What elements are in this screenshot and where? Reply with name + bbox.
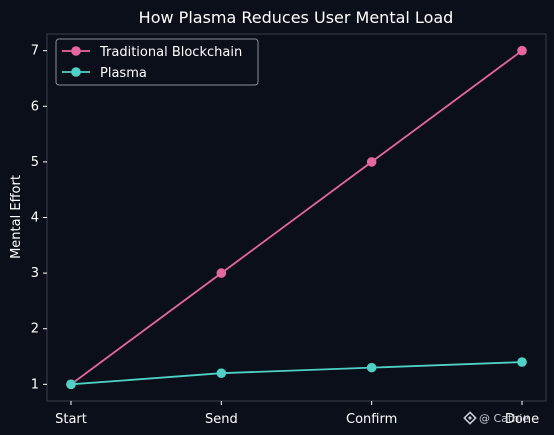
legend-label: Plasma [100,66,147,81]
y-axis: 1 2 3 4 5 6 7 [31,44,47,392]
watermark: @ Cathie [463,411,529,425]
legend-label: Traditional Blockchain [99,45,242,60]
legend-entry: Plasma [62,66,147,81]
y-tick-label: 5 [31,155,39,170]
y-tick-label: 1 [31,377,39,392]
chart-title: How Plasma Reduces User Mental Load [139,8,454,27]
data-point [366,157,377,167]
legend-marker [71,67,81,77]
legend-entry: Traditional Blockchain [62,45,242,60]
legend-box [55,38,259,86]
series-line [70,49,523,386]
x-tick-label: Done [505,412,539,427]
y-axis-label: Mental Effort [9,175,24,259]
data-point [216,268,227,278]
series-layer [66,45,527,390]
data-point [517,45,527,56]
y-tick-label: 7 [31,44,39,59]
x-tick-label: Confirm [346,412,397,427]
x-tick-label: Start [55,412,87,427]
legend: Traditional Blockchain Plasma [55,38,259,86]
watermark-text: @ Cathie [479,412,529,425]
x-tick-label: Send [205,412,238,427]
y-tick-label: 6 [31,99,39,114]
data-point [216,368,227,378]
data-point [66,379,76,390]
x-axis: Start Send Confirm Done [55,401,539,427]
data-point [366,362,377,373]
series-line [70,361,523,386]
y-tick-label: 3 [31,266,39,281]
series-1 [66,357,527,390]
y-tick-label: 2 [31,322,39,337]
legend-marker [71,46,81,56]
y-tick-label: 4 [31,211,39,226]
data-point [517,357,527,367]
